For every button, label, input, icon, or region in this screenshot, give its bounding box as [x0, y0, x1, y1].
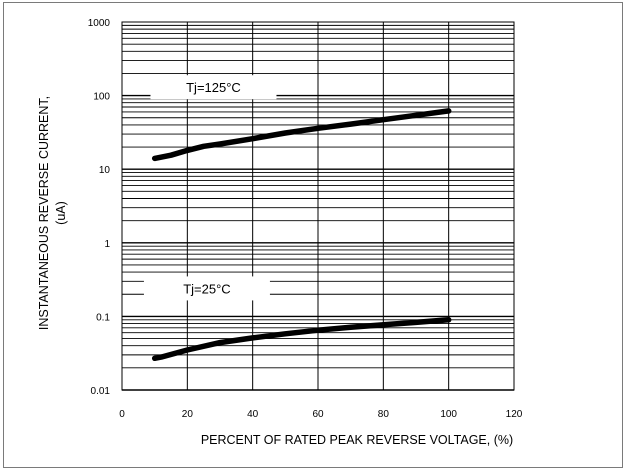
y-tick-label-1000: 1000 [88, 18, 111, 29]
series-1-point-8 [382, 323, 385, 326]
series-0-point-9 [382, 118, 385, 121]
x-tick-label-0: 0 [119, 409, 125, 420]
y-axis-label-line2: (uA) [54, 201, 68, 225]
y-tick-label-100: 100 [93, 92, 110, 103]
chart-svg: Tj=125°C Tj=25°C 0 20 40 60 80 100 120 0.01 0.1 1 1… [37, 18, 523, 447]
series-0-point-4 [218, 142, 222, 146]
x-tick-label-60: 60 [312, 409, 324, 420]
y-axis-label-line1: INSTANTANEOUS REVERSE CURRENT, [37, 96, 51, 330]
x-tick-label-80: 80 [378, 409, 390, 420]
series-0-point-0 [153, 157, 156, 160]
annotation-label-1: Tj=25°C [183, 281, 230, 296]
x-tick-label-40: 40 [247, 409, 259, 420]
series-0-point-7 [316, 127, 320, 130]
tick-layer: 0 20 40 60 80 100 120 0.01 0.1 1 10 100 1000 [88, 18, 523, 420]
y-tick-label-10: 10 [99, 165, 111, 176]
x-axis-label: PERCENT OF RATED PEAK REVERSE VOLTAGE, (… [201, 433, 513, 447]
series-0-point-8 [349, 122, 352, 126]
chart-frame: Tj=125°C Tj=25°C 0 20 40 60 80 100 120 0.01 0.1 1 1… [3, 2, 623, 468]
series-0-point-2 [186, 149, 189, 152]
x-tick-label-100: 100 [440, 409, 457, 420]
y-tick-label-0.01: 0.01 [91, 386, 111, 397]
annotation-layer: Tj=125°C Tj=25°C [143, 75, 277, 301]
series-0-point-3 [202, 145, 205, 148]
series-1-point-0 [153, 357, 156, 360]
annotation-label-0: Tj=125°C [186, 80, 241, 95]
series-1-point-10 [447, 318, 450, 321]
series-0-point-6 [284, 131, 287, 135]
series-1-point-4 [251, 336, 254, 340]
series-1-point-1 [160, 355, 163, 359]
series-0-point-1 [169, 153, 173, 157]
y-tick-label-0.1: 0.1 [96, 312, 110, 323]
series-1-point-3 [218, 341, 222, 344]
series-1-point-6 [316, 328, 320, 332]
annotation-box-0 [150, 75, 277, 100]
series-line-0 [151, 108, 452, 162]
y-tick-label-1: 1 [104, 239, 110, 250]
annotation-box-1 [143, 276, 270, 301]
x-tick-label-120: 120 [506, 409, 523, 420]
series-1-point-9 [414, 321, 418, 324]
series-1-point-7 [349, 326, 352, 329]
series-1-point-2 [186, 348, 189, 352]
series-0-point-11 [447, 109, 450, 113]
series-0-point-5 [251, 137, 254, 140]
x-tick-label-20: 20 [182, 409, 194, 420]
series-0-point-10 [414, 114, 418, 117]
series-layer [151, 108, 452, 362]
series-1-point-5 [284, 332, 287, 336]
